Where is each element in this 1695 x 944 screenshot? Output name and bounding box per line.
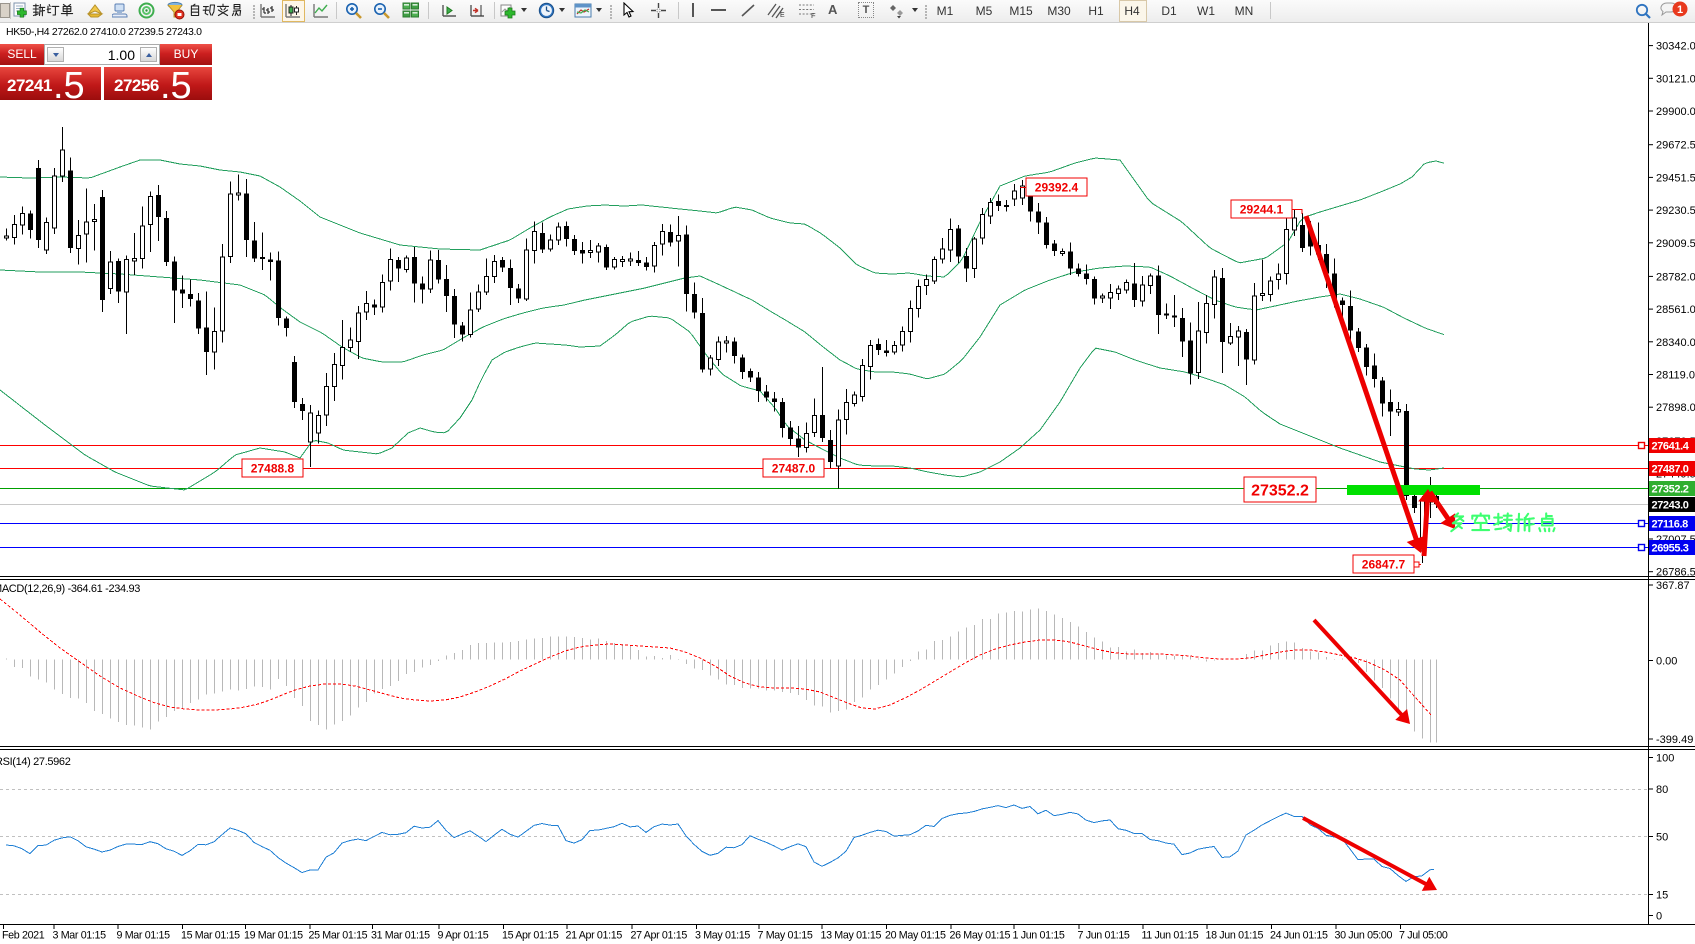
svg-text:26 May 01:15: 26 May 01:15 [950, 930, 1011, 942]
svg-text:28782.0: 28782.0 [1656, 271, 1695, 283]
svg-text:3 May 01:15: 3 May 01:15 [695, 930, 750, 942]
svg-text:-399.49: -399.49 [1656, 734, 1693, 746]
svg-text:15 Apr 01:15: 15 Apr 01:15 [502, 930, 559, 942]
svg-text:0.00: 0.00 [1656, 656, 1677, 668]
svg-text:1: 1 [1677, 4, 1683, 16]
svg-text:367.87: 367.87 [1656, 580, 1690, 592]
svg-text:29244.1: 29244.1 [1240, 202, 1284, 216]
svg-text:20 May 01:15: 20 May 01:15 [885, 930, 946, 942]
svg-text:3 Mar 01:15: 3 Mar 01:15 [53, 930, 107, 942]
svg-text:27352.2: 27352.2 [1652, 484, 1689, 496]
svg-text:9 Apr 01:15: 9 Apr 01:15 [438, 930, 489, 942]
svg-text:26786.5: 26786.5 [1656, 567, 1695, 579]
svg-text:80: 80 [1656, 784, 1668, 796]
svg-text:27488.8: 27488.8 [251, 461, 295, 475]
svg-text:MACD(12,26,9) -364.61 -234.93: MACD(12,26,9) -364.61 -234.93 [0, 583, 140, 595]
svg-text:HK50-,H4 27262.0 27410.0 2723: HK50-,H4 27262.0 27410.0 27239.5 27243.0 [6, 26, 202, 38]
svg-text:1 Jun 01:15: 1 Jun 01:15 [1013, 930, 1065, 942]
svg-text:9 Mar 01:15: 9 Mar 01:15 [117, 930, 171, 942]
svg-text:15 Mar 01:15: 15 Mar 01:15 [181, 930, 240, 942]
svg-text:19 Mar 01:15: 19 Mar 01:15 [244, 930, 303, 942]
svg-text:29451.5: 29451.5 [1656, 172, 1695, 184]
svg-text:21 Apr 01:15: 21 Apr 01:15 [566, 930, 623, 942]
svg-text:29230.5: 29230.5 [1656, 205, 1695, 217]
svg-text:27487.0: 27487.0 [772, 461, 816, 475]
svg-text:29009.5: 29009.5 [1656, 238, 1695, 250]
svg-text:27243.0: 27243.0 [1652, 500, 1689, 512]
svg-text:28119.0: 28119.0 [1656, 370, 1695, 382]
svg-text:26847.7: 26847.7 [1362, 557, 1406, 571]
svg-text:7 May 01:15: 7 May 01:15 [758, 930, 813, 942]
svg-text:RSI(14) 27.5962: RSI(14) 27.5962 [0, 756, 71, 768]
svg-text:E: E [780, 12, 785, 19]
svg-text:26955.3: 26955.3 [1652, 543, 1689, 555]
svg-text:50: 50 [1656, 832, 1668, 844]
svg-text:29392.4: 29392.4 [1035, 180, 1079, 194]
svg-text:Feb 2021: Feb 2021 [2, 930, 45, 942]
svg-text:27 Apr 01:15: 27 Apr 01:15 [631, 930, 688, 942]
svg-text:13 May 01:15: 13 May 01:15 [821, 930, 882, 942]
svg-text:29672.5: 29672.5 [1656, 140, 1695, 152]
svg-text:27641.4: 27641.4 [1652, 441, 1690, 453]
svg-text:7 Jul 05:00: 7 Jul 05:00 [1399, 930, 1448, 942]
svg-text:15: 15 [1656, 890, 1668, 902]
svg-text:30 Jun 05:00: 30 Jun 05:00 [1335, 930, 1393, 942]
svg-text:30121.0: 30121.0 [1656, 73, 1695, 85]
svg-text:25 Mar 01:15: 25 Mar 01:15 [309, 930, 368, 942]
svg-text:7 Jun 01:15: 7 Jun 01:15 [1078, 930, 1130, 942]
svg-text:27487.0: 27487.0 [1652, 464, 1689, 476]
svg-text:28340.0: 28340.0 [1656, 337, 1695, 349]
svg-text:27352.2: 27352.2 [1251, 482, 1309, 499]
svg-text:24 Jun 01:15: 24 Jun 01:15 [1270, 930, 1328, 942]
svg-text:0: 0 [1656, 911, 1662, 923]
svg-text:27116.8: 27116.8 [1652, 519, 1689, 531]
svg-text:29900.0: 29900.0 [1656, 106, 1695, 118]
svg-text:100: 100 [1656, 753, 1674, 765]
svg-text:18 Jun 01:15: 18 Jun 01:15 [1206, 930, 1264, 942]
svg-text:F: F [811, 11, 816, 19]
svg-text:28561.0: 28561.0 [1656, 304, 1695, 316]
svg-text:11 Jun 01:15: 11 Jun 01:15 [1142, 930, 1199, 942]
svg-text:31 Mar 01:15: 31 Mar 01:15 [371, 930, 430, 942]
svg-text:27898.0: 27898.0 [1656, 402, 1695, 414]
svg-text:30342.0: 30342.0 [1656, 41, 1695, 53]
